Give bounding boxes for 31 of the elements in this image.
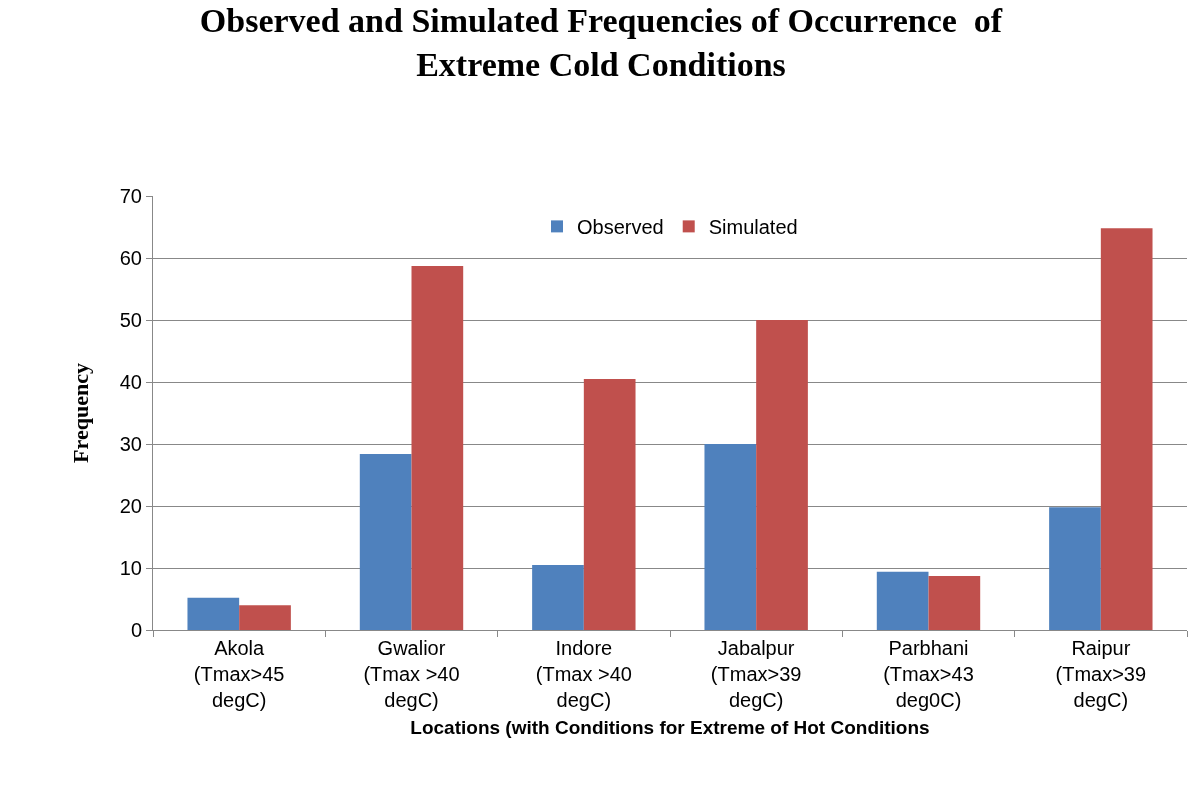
- y-axis-title: Frequency: [67, 363, 93, 463]
- bar: [359, 453, 412, 630]
- x-tick-label: Jabalpur (Tmax>39 degC): [710, 637, 802, 711]
- bar: [187, 597, 240, 630]
- y-tick-label: 20: [119, 495, 142, 517]
- bar: [704, 444, 757, 630]
- bar: [532, 564, 584, 630]
- legend-label: Observed: [577, 216, 664, 239]
- y-tick-label: 10: [119, 557, 142, 579]
- bar: [876, 571, 929, 630]
- x-tick-label: Raipur (Tmax>39 degC): [1055, 637, 1147, 711]
- y-tick-label: 30: [119, 433, 142, 455]
- bar: [411, 266, 464, 630]
- bar: [756, 320, 808, 630]
- y-tick-label: 70: [119, 185, 142, 207]
- bar: [583, 378, 636, 630]
- x-tick-label: Akola (Tmax>45 degC): [193, 637, 285, 711]
- y-tick-label: 0: [130, 619, 142, 641]
- y-tick-label: 50: [119, 309, 142, 331]
- x-axis-title: Locations (with Conditions for Extreme of Hot Conditions: [410, 716, 930, 738]
- bar: [928, 576, 981, 630]
- x-tick-label: Gwalior (Tmax >40 degC): [363, 637, 460, 711]
- x-tick-label: Indore (Tmax >40 degC): [535, 637, 632, 711]
- x-tick-label: Parbhani (Tmax>43 deg0C): [883, 637, 974, 711]
- bar: [1100, 228, 1153, 630]
- bar: [1049, 507, 1101, 630]
- y-tick-label: 60: [119, 247, 142, 269]
- legend-label: Simulated: [708, 216, 798, 239]
- chart-title: Observed and Simulated Frequencies of Occurrence of Extreme Cold Conditions: [199, 1, 1003, 83]
- y-tick-label: 40: [119, 371, 142, 393]
- bar: [239, 605, 291, 630]
